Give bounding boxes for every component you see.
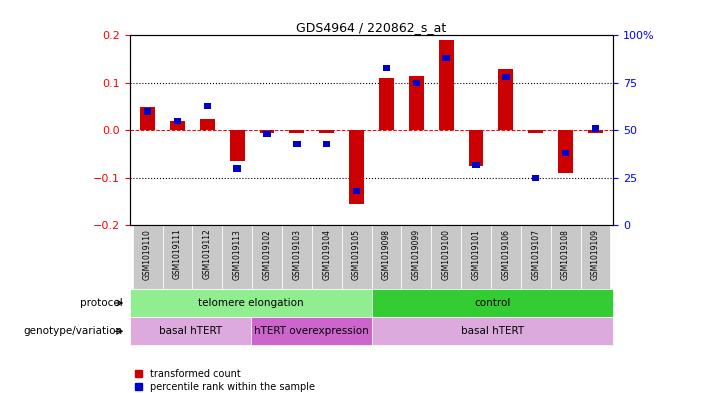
- Bar: [402, 226, 431, 289]
- Bar: [349, 130, 364, 204]
- Text: telomere elongation: telomere elongation: [198, 298, 304, 308]
- Text: GSM1019109: GSM1019109: [591, 229, 600, 280]
- Bar: [409, 76, 424, 130]
- Text: GSM1019102: GSM1019102: [263, 229, 271, 279]
- Bar: [472, 162, 479, 168]
- Bar: [290, 130, 304, 133]
- Bar: [203, 103, 211, 109]
- Bar: [383, 64, 390, 71]
- Text: GSM1019100: GSM1019100: [442, 229, 451, 280]
- Bar: [282, 226, 312, 289]
- Bar: [502, 74, 510, 80]
- Bar: [532, 175, 540, 181]
- Bar: [293, 141, 301, 147]
- Text: GSM1019112: GSM1019112: [203, 229, 212, 279]
- Bar: [562, 150, 569, 156]
- Bar: [442, 55, 450, 61]
- Title: GDS4964 / 220862_s_at: GDS4964 / 220862_s_at: [297, 21, 447, 34]
- Bar: [461, 226, 491, 289]
- Bar: [341, 226, 372, 289]
- Bar: [312, 226, 341, 289]
- Text: basal hTERT: basal hTERT: [158, 326, 222, 336]
- Bar: [163, 226, 192, 289]
- Text: GSM1019108: GSM1019108: [561, 229, 570, 279]
- Bar: [592, 125, 599, 132]
- Bar: [140, 107, 155, 130]
- Bar: [413, 80, 420, 86]
- Bar: [353, 188, 360, 195]
- Text: protocol: protocol: [80, 298, 123, 308]
- Text: GSM1019101: GSM1019101: [472, 229, 480, 279]
- Text: genotype/variation: genotype/variation: [24, 326, 123, 336]
- Bar: [170, 121, 185, 130]
- Bar: [222, 226, 252, 289]
- Bar: [372, 226, 402, 289]
- Bar: [379, 78, 394, 130]
- Bar: [319, 130, 334, 133]
- Bar: [551, 226, 580, 289]
- Bar: [588, 130, 603, 133]
- Text: GSM1019113: GSM1019113: [233, 229, 242, 279]
- Bar: [264, 131, 271, 137]
- Text: control: control: [475, 298, 510, 308]
- Bar: [439, 40, 454, 130]
- Text: GSM1019111: GSM1019111: [173, 229, 182, 279]
- Bar: [558, 130, 573, 173]
- Text: GSM1019098: GSM1019098: [382, 229, 391, 280]
- Text: GSM1019107: GSM1019107: [531, 229, 540, 280]
- Bar: [498, 69, 513, 130]
- Bar: [529, 130, 543, 133]
- Bar: [259, 130, 275, 133]
- Bar: [132, 226, 163, 289]
- Bar: [174, 118, 181, 124]
- Bar: [521, 226, 551, 289]
- Text: GSM1019105: GSM1019105: [352, 229, 361, 280]
- Text: GSM1019110: GSM1019110: [143, 229, 152, 279]
- Bar: [144, 108, 151, 114]
- Text: GSM1019106: GSM1019106: [501, 229, 510, 280]
- Bar: [192, 226, 222, 289]
- Text: hTERT overexpression: hTERT overexpression: [254, 326, 369, 336]
- Text: GSM1019104: GSM1019104: [322, 229, 332, 280]
- Legend: transformed count, percentile rank within the sample: transformed count, percentile rank withi…: [135, 369, 315, 392]
- Bar: [252, 226, 282, 289]
- Text: GSM1019099: GSM1019099: [411, 229, 421, 280]
- Bar: [580, 226, 611, 289]
- Text: basal hTERT: basal hTERT: [461, 326, 524, 336]
- Bar: [230, 130, 245, 161]
- Text: GSM1019103: GSM1019103: [292, 229, 301, 280]
- Bar: [200, 119, 215, 130]
- Bar: [233, 165, 241, 171]
- Bar: [323, 141, 330, 147]
- Bar: [491, 226, 521, 289]
- Bar: [468, 130, 484, 166]
- Bar: [431, 226, 461, 289]
